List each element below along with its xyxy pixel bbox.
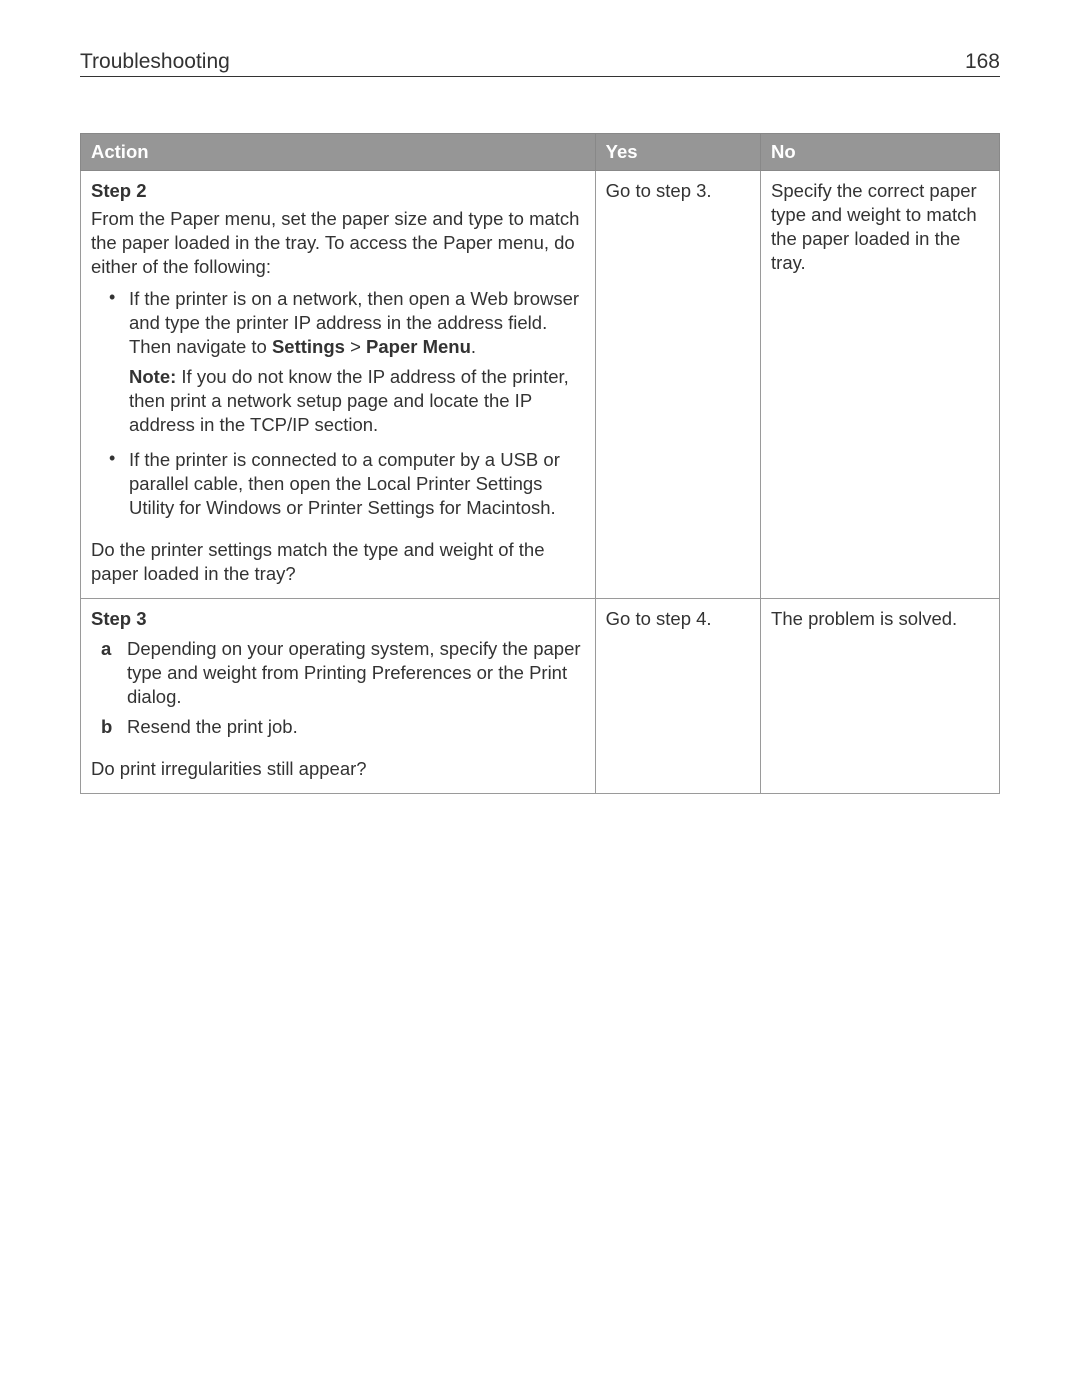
- step-question: Do print irregularities still appear?: [91, 757, 585, 781]
- letter-text: Depending on your operating system, spec…: [127, 638, 581, 707]
- troubleshooting-table: Action Yes No Step 2 From the Paper menu…: [80, 133, 1000, 794]
- bullet-item: If the printer is connected to a compute…: [113, 448, 585, 520]
- document-page: Troubleshooting 168 Action Yes No Step 2…: [0, 0, 1080, 854]
- period: .: [471, 336, 476, 357]
- letter-item: b Resend the print job.: [101, 715, 585, 739]
- table-row: Step 2 From the Paper menu, set the pape…: [81, 171, 1000, 599]
- letter-list: a Depending on your operating system, sp…: [91, 637, 585, 739]
- step-intro: From the Paper menu, set the paper size …: [91, 207, 585, 279]
- separator: >: [345, 336, 366, 357]
- letter-item: a Depending on your operating system, sp…: [101, 637, 585, 709]
- no-cell: Specify the correct paper type and weigh…: [761, 171, 1000, 599]
- col-header-action: Action: [81, 134, 596, 171]
- bullet-item: If the printer is on a network, then ope…: [113, 287, 585, 437]
- note-label: Note:: [129, 366, 176, 387]
- table-row: Step 3 a Depending on your operating sys…: [81, 598, 1000, 793]
- bold-paper-menu: Paper Menu: [366, 336, 471, 357]
- header-title: Troubleshooting: [80, 50, 230, 74]
- col-header-no: No: [761, 134, 1000, 171]
- bullet-list: If the printer is on a network, then ope…: [91, 287, 585, 519]
- table-header-row: Action Yes No: [81, 134, 1000, 171]
- note-text: If you do not know the IP address of the…: [129, 366, 569, 435]
- step-question: Do the printer settings match the type a…: [91, 538, 585, 586]
- bullet-text: If the printer is connected to a compute…: [129, 449, 560, 518]
- step-title: Step 2: [91, 179, 585, 203]
- action-cell: Step 2 From the Paper menu, set the pape…: [81, 171, 596, 599]
- letter-marker: b: [101, 715, 112, 739]
- page-header: Troubleshooting 168: [80, 50, 1000, 77]
- action-cell: Step 3 a Depending on your operating sys…: [81, 598, 596, 793]
- page-number: 168: [965, 50, 1000, 74]
- yes-cell: Go to step 4.: [595, 598, 760, 793]
- note: Note: If you do not know the IP address …: [129, 365, 585, 437]
- bold-settings: Settings: [272, 336, 345, 357]
- step-title: Step 3: [91, 607, 585, 631]
- letter-marker: a: [101, 637, 111, 661]
- col-header-yes: Yes: [595, 134, 760, 171]
- no-cell: The problem is solved.: [761, 598, 1000, 793]
- yes-cell: Go to step 3.: [595, 171, 760, 599]
- letter-text: Resend the print job.: [127, 716, 298, 737]
